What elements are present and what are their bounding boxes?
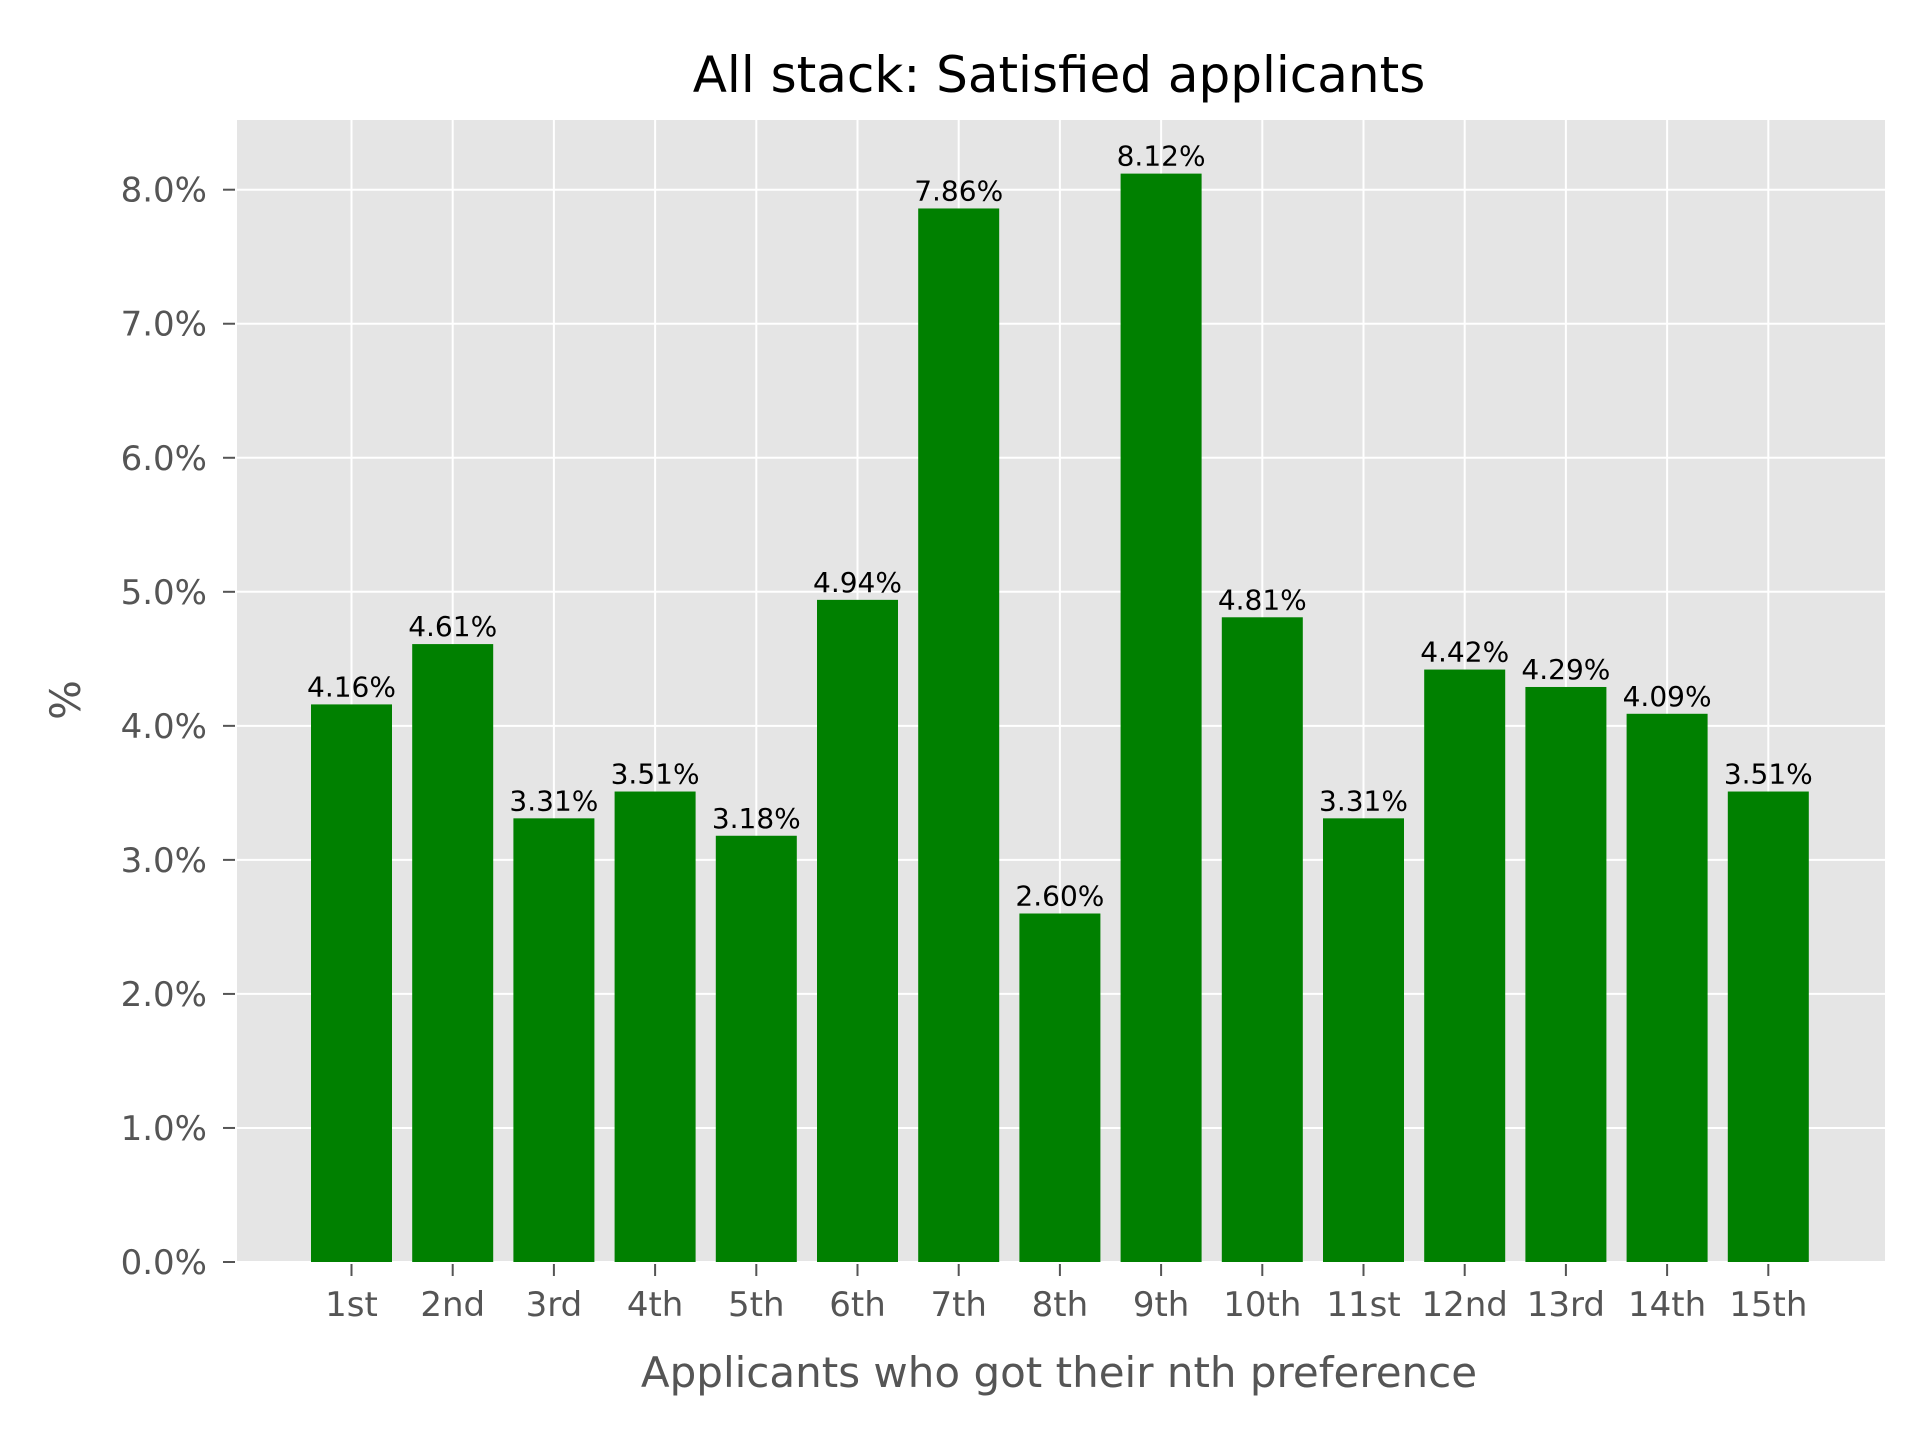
data-label-13rd: 4.29% <box>1521 653 1610 686</box>
x-tick-label-14th: 14th <box>1628 1285 1706 1325</box>
data-label-15th: 3.51% <box>1724 758 1813 791</box>
bar-12nd <box>1424 669 1506 1262</box>
data-label-14th: 4.09% <box>1623 680 1712 713</box>
x-axis: 1st 2nd 3rd 4th 5th 6th 7th 8th 9th 10th 11st 12nd 1… <box>325 1264 1807 1325</box>
bar-2nd <box>412 644 494 1262</box>
data-label-3rd: 3.31% <box>509 784 598 817</box>
data-label-12nd: 4.42% <box>1420 636 1509 669</box>
bar-5th <box>715 835 797 1262</box>
data-label-7th: 7.86% <box>914 174 1003 207</box>
y-tick-label: 2.0% <box>121 975 207 1015</box>
bar-14th <box>1626 713 1708 1262</box>
y-tick-label: 3.0% <box>121 841 207 881</box>
bar-9th <box>1120 173 1202 1263</box>
y-tick-label: 8.0% <box>121 171 207 211</box>
x-tick-label-8th: 8th <box>1032 1285 1089 1325</box>
data-label-8th: 2.60% <box>1015 880 1104 913</box>
bar-4th <box>614 791 696 1262</box>
x-tick-label-5th: 5th <box>728 1285 785 1325</box>
y-axis-label: % <box>41 680 90 720</box>
data-label-4th: 3.51% <box>611 758 700 791</box>
bar-11st <box>1323 818 1404 1262</box>
x-tick-label-12nd: 12nd <box>1421 1285 1507 1325</box>
y-tick-label: 4.0% <box>121 707 207 747</box>
x-tick-label-11st: 11st <box>1326 1285 1400 1325</box>
y-tick-label: 1.0% <box>121 1109 207 1149</box>
x-tick-label-10th: 10th <box>1223 1285 1301 1325</box>
x-axis-label: Applicants who got their nth preference <box>641 1348 1477 1397</box>
data-label-11st: 3.31% <box>1319 784 1408 817</box>
data-label-9th: 8.12% <box>1117 140 1206 173</box>
x-tick-label-9th: 9th <box>1133 1285 1190 1325</box>
bar-10th <box>1221 617 1303 1262</box>
y-tick-label: 0.0% <box>121 1243 207 1283</box>
x-tick-label-7th: 7th <box>930 1285 987 1325</box>
bar-7th <box>918 208 1000 1262</box>
x-tick-label-4th: 4th <box>627 1285 684 1325</box>
x-tick-label-1st: 1st <box>325 1285 378 1325</box>
data-label-1st: 4.16% <box>307 670 396 703</box>
data-labels: 4.16% 4.61% 3.31% 3.51% 3.18% 4.94% 7.86% 2.60%… <box>307 140 1813 913</box>
x-tick-label-15th: 15th <box>1729 1285 1807 1325</box>
x-tick-label-13rd: 13rd <box>1527 1285 1605 1325</box>
y-tick-label: 6.0% <box>121 439 207 479</box>
x-tick-label-3rd: 3rd <box>526 1285 583 1325</box>
bar-1st <box>311 704 392 1262</box>
x-tick-label-6th: 6th <box>829 1285 886 1325</box>
data-label-6th: 4.94% <box>813 566 902 599</box>
bars <box>311 173 1809 1263</box>
data-label-10th: 4.81% <box>1218 583 1307 616</box>
y-axis: 0.0% 1.0% 2.0% 3.0% 4.0% 5.0% 6.0% 7.0% 8.0% <box>121 171 235 1283</box>
x-tick-label-2nd: 2nd <box>420 1285 485 1325</box>
bar-13rd <box>1525 686 1607 1262</box>
chart-title: All stack: Satisfied applicants <box>693 46 1426 104</box>
bar-8th <box>1019 913 1101 1262</box>
y-tick-label: 7.0% <box>121 305 207 345</box>
data-label-2nd: 4.61% <box>408 610 497 643</box>
data-label-5th: 3.18% <box>712 802 801 835</box>
bar-6th <box>817 599 898 1262</box>
y-tick-label: 5.0% <box>121 573 207 613</box>
bar-3rd <box>513 818 595 1262</box>
bar-15th <box>1727 791 1809 1262</box>
